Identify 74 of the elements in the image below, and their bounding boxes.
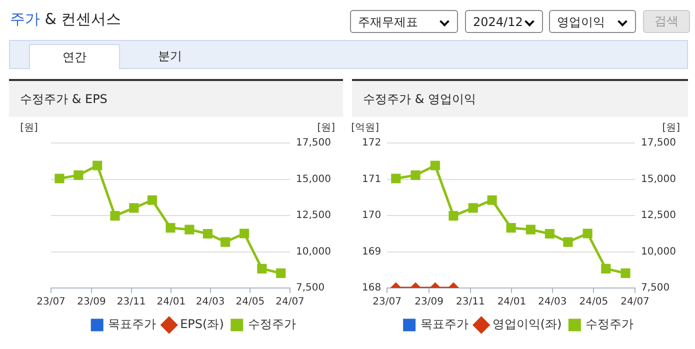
- point: [620, 268, 630, 278]
- text: 주재무제표: [358, 15, 418, 29]
- y2-tick-label: 12,500: [296, 210, 332, 222]
- x-tick-label: 23/07: [372, 296, 402, 308]
- y2-axis-title: [원]: [662, 122, 680, 134]
- y2-tick-label: 12,500: [641, 210, 676, 222]
- point: [582, 228, 592, 238]
- y2-tick-label: 15,000: [641, 174, 676, 185]
- y2-axis-title: [원]: [317, 122, 336, 134]
- text: 분기: [157, 48, 183, 65]
- text: 연간: [29, 44, 120, 69]
- y-tick-label: 170: [362, 210, 382, 222]
- x-tick-label: 24/01: [156, 296, 186, 308]
- point: [544, 228, 554, 239]
- point: [410, 170, 420, 180]
- point: [276, 268, 286, 278]
- x-tick-label: 24/03: [196, 296, 225, 308]
- x-tick-label: 23/09: [414, 296, 444, 308]
- point: [129, 203, 139, 213]
- y2-tick-label: 7,500: [296, 282, 325, 294]
- point: [54, 174, 64, 184]
- y-axis-title: [억원]: [351, 122, 380, 134]
- point: [166, 223, 176, 233]
- point: [184, 224, 194, 234]
- point: [220, 237, 230, 247]
- y-tick-label: 169: [362, 246, 382, 258]
- y2-tick-label: 10,000: [641, 246, 676, 258]
- point: [468, 203, 478, 213]
- point: [202, 228, 213, 239]
- x-tick-label: 23/11: [456, 296, 485, 308]
- legend-label: 목표주가: [108, 317, 156, 332]
- legend-label: 수정주가: [248, 317, 296, 332]
- point: [74, 170, 84, 180]
- text: 검색: [643, 10, 690, 33]
- chart-title: 수정주가 & EPS: [9, 81, 343, 117]
- x-tick-label: 24/05: [579, 296, 608, 308]
- point: [110, 211, 120, 221]
- text: 주가 & 컨센서스: [10, 10, 122, 28]
- point: [430, 160, 440, 170]
- y-tick-label: 171: [362, 174, 382, 185]
- legend-label: EPS(좌): [180, 317, 224, 332]
- point: [147, 195, 158, 205]
- point: [601, 264, 611, 274]
- y2-tick-label: 17,500: [641, 138, 676, 149]
- point: [92, 160, 102, 170]
- chart-title: 수정주가 & 영업이익: [352, 81, 688, 117]
- y2-tick-label: 10,000: [296, 246, 332, 258]
- x-tick-label: 24/03: [538, 296, 567, 308]
- text: 영업이익: [557, 15, 605, 29]
- x-tick-label: 24/07: [620, 296, 650, 308]
- y2-tick-label: 17,500: [296, 138, 332, 149]
- point: [391, 174, 401, 184]
- y-axis-title: [원]: [20, 122, 38, 134]
- legend-label: 수정주가: [586, 317, 634, 332]
- text: 2024/12: [473, 15, 523, 29]
- legend-label: 영업이익(좌): [492, 317, 562, 332]
- x-tick-label: 23/09: [77, 296, 106, 308]
- point: [240, 228, 250, 238]
- y2-tick-label: 7,500: [641, 282, 670, 294]
- x-tick-label: 24/05: [236, 296, 265, 308]
- y-tick-label: 172: [362, 138, 382, 149]
- point: [563, 237, 573, 247]
- x-tick-label: 23/07: [36, 296, 66, 308]
- point: [526, 224, 536, 234]
- point: [487, 195, 497, 205]
- legend-label: 목표주가: [420, 317, 468, 332]
- y-tick-label: 168: [362, 282, 382, 294]
- point: [506, 223, 516, 233]
- x-tick-label: 24/01: [497, 296, 526, 308]
- point: [257, 264, 267, 274]
- y2-tick-label: 15,000: [296, 174, 332, 185]
- x-tick-label: 24/07: [276, 296, 304, 308]
- x-tick-label: 23/11: [116, 296, 146, 308]
- point: [448, 211, 458, 221]
